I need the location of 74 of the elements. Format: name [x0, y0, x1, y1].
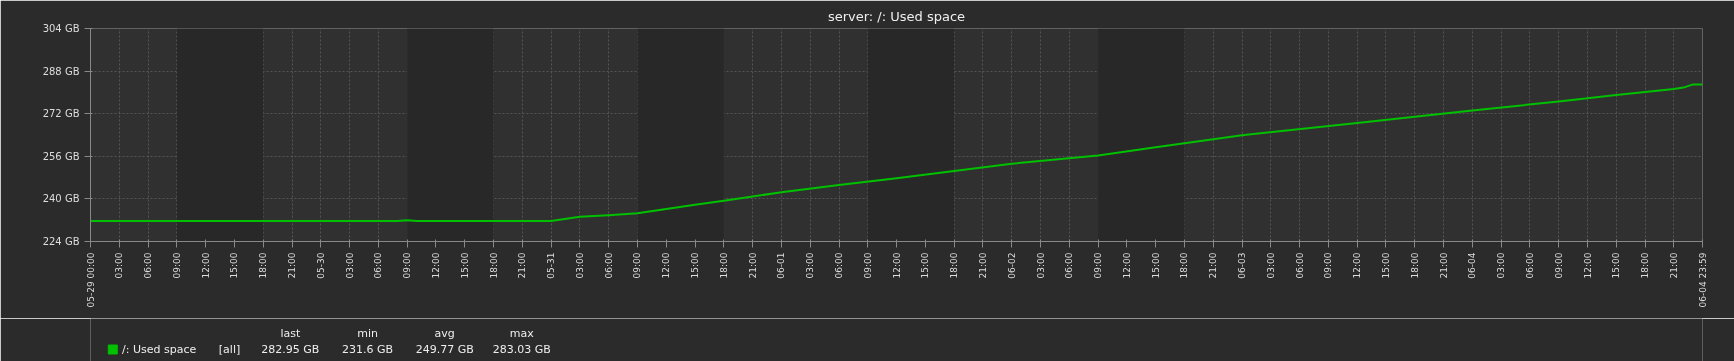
x-tick-label: 15:00 [1611, 252, 1622, 279]
x-tick-label: 12:00 [891, 252, 902, 279]
x-tick-label: 06:00 [143, 252, 154, 279]
chart-title: server: /: Used space [827, 8, 966, 24]
x-tick-label: 12:00 [661, 252, 672, 279]
x-tick-label: 03:00 [114, 252, 125, 279]
text: min [357, 327, 378, 340]
x-tick-label: 06-02 [1006, 252, 1017, 279]
x-tick-label: 21:00 [1668, 252, 1679, 279]
x-tick-label: 06:00 [1294, 252, 1305, 279]
x-tick-label: 21:00 [517, 252, 528, 279]
x-tick-label: 12:00 [1121, 252, 1132, 279]
x-tick-label: 05-30 [315, 252, 326, 279]
text: 283.03 GB [492, 343, 551, 356]
x-tick-label: 15:00 [920, 252, 931, 279]
x-tick-label: 18:00 [1409, 252, 1420, 279]
x-tick-label: 12:00 [430, 252, 441, 279]
x-tick-label: 05-31 [546, 252, 557, 279]
x-tick-label: 03:00 [1035, 252, 1046, 279]
y-tick-label: 272 GB [42, 108, 80, 120]
legend-label: /: Used space [122, 343, 197, 356]
y-tick-label: 224 GB [42, 236, 80, 247]
x-tick-label: 18:00 [1179, 252, 1190, 279]
text: last [280, 327, 301, 340]
x-tick-label: 06-01 [776, 252, 787, 279]
x-tick-label: 06:00 [1064, 252, 1075, 279]
x-tick-label: 03:00 [1496, 252, 1507, 279]
x-tick-label: 18:00 [949, 252, 960, 279]
x-tick-label: 12:00 [1582, 252, 1593, 279]
x-tick-label: 18:00 [258, 252, 269, 279]
x-tick-label: 18:00 [488, 252, 499, 279]
x-tick-label: 15:00 [1380, 252, 1391, 279]
x-tick-label: 12:00 [200, 252, 211, 279]
x-tick-label: 06:00 [603, 252, 614, 279]
x-tick-label: 03:00 [805, 252, 816, 279]
x-tick-label: 15:00 [690, 252, 701, 279]
y-tick-label: 256 GB [42, 150, 80, 162]
x-tick-label: 03:00 [1265, 252, 1276, 279]
text: 231.6 GB [342, 343, 394, 356]
x-tick-label: 06:00 [373, 252, 384, 279]
x-tick-label: 18:00 [1640, 252, 1651, 279]
x-tick-label: 15:00 [229, 252, 240, 279]
x-tick-label: 21:00 [1208, 252, 1219, 279]
x-tick-label: 05-29 00:00 [85, 252, 96, 308]
x-tick-label: 09:00 [1323, 252, 1334, 279]
x-tick-label: 06:00 [1524, 252, 1535, 279]
x-tick-label: 18:00 [718, 252, 729, 279]
text: avg [434, 327, 455, 340]
x-tick-label: 09:00 [862, 252, 873, 279]
x-tick-label: 09:00 [632, 252, 643, 279]
x-tick-label: 21:00 [747, 252, 758, 279]
x-tick-label: 06-03 [1237, 252, 1248, 279]
x-tick-label: 06-04 [1467, 252, 1478, 279]
x-tick-label: 15:00 [459, 252, 470, 279]
y-tick-label: 288 GB [42, 65, 80, 77]
text: 282.95 GB [261, 343, 320, 356]
x-tick-label: 03:00 [344, 252, 355, 279]
x-tick-label: 12:00 [1352, 252, 1363, 279]
x-tick-label: 09:00 [171, 252, 182, 279]
x-tick-label: 09:00 [1553, 252, 1564, 279]
y-tick-label: 240 GB [42, 193, 80, 205]
x-tick-label: 06-04 23:59 [1697, 252, 1708, 308]
x-tick-label: 15:00 [1150, 252, 1161, 279]
x-tick-label: 21:00 [977, 252, 988, 279]
y-tick-label: 304 GB [42, 23, 80, 34]
x-tick-label: 03:00 [574, 252, 585, 279]
x-tick-label: 21:00 [1438, 252, 1449, 279]
x-tick-label: 21:00 [287, 252, 298, 279]
x-tick-label: 09:00 [402, 252, 413, 279]
text: max [509, 327, 535, 340]
text: [all] [218, 343, 241, 356]
x-tick-label: 09:00 [1093, 252, 1104, 279]
x-tick-label: 06:00 [834, 252, 844, 279]
text: 249.77 GB [415, 343, 474, 356]
